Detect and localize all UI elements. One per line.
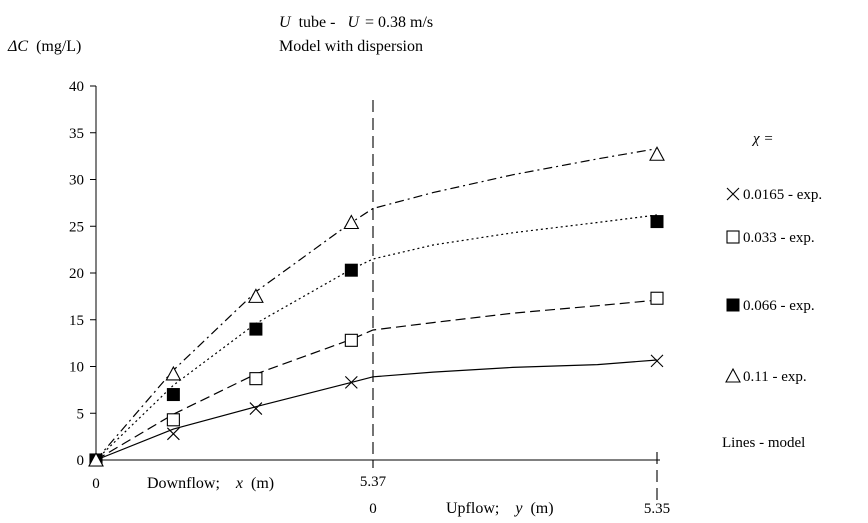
y-axis-label: ΔC (mg/L) bbox=[7, 38, 81, 55]
y-tick-label: 40 bbox=[69, 79, 84, 95]
y-tick-label: 35 bbox=[69, 126, 84, 142]
x-axis-label-downflow: Downflow; x (m) bbox=[147, 475, 274, 492]
exp-point-series-4 bbox=[247, 288, 264, 303]
model-lines bbox=[95, 148, 658, 461]
model-line-4 bbox=[95, 148, 658, 461]
y-tick-label: 0 bbox=[77, 453, 85, 469]
y-tick-label: 30 bbox=[69, 173, 84, 189]
title-tube: tube - bbox=[299, 14, 336, 31]
exp-point-series-4 bbox=[88, 451, 104, 467]
exp-point-series-4 bbox=[343, 214, 360, 230]
exp-point-series-2 bbox=[344, 333, 358, 347]
y-tick-label: 5 bbox=[77, 406, 85, 422]
exp-point-series-4 bbox=[165, 365, 182, 381]
exp-point-series-1 bbox=[650, 354, 664, 368]
model-line-2 bbox=[95, 299, 658, 461]
y-axis-symbol: ΔC bbox=[7, 38, 28, 55]
legend-footer: Lines - model bbox=[722, 435, 805, 451]
downflow-var: x bbox=[235, 475, 243, 492]
upflow-var: y bbox=[513, 500, 523, 517]
upflow-text: Upflow; bbox=[446, 500, 499, 517]
exp-point-series-1 bbox=[344, 376, 358, 389]
x-axis-label-upflow: Upflow; y (m) bbox=[446, 500, 554, 517]
legend: χ = 0.0165 - exp. 0.033 - exp. 0.066 - exp… bbox=[722, 131, 822, 451]
downflow-text: Downflow; bbox=[147, 475, 220, 492]
exp-point-series-3 bbox=[344, 263, 358, 277]
legend-marker-4 bbox=[725, 367, 741, 383]
x-tick-upflow-end: 5.35 bbox=[644, 501, 670, 517]
model-line-3 bbox=[95, 214, 658, 461]
legend-label-2: 0.033 - exp. bbox=[743, 230, 815, 246]
exp-point-series-4 bbox=[649, 146, 665, 161]
exp-point-series-3 bbox=[249, 322, 263, 336]
title-line2: Model with dispersion bbox=[279, 38, 423, 55]
model-line-1 bbox=[95, 359, 658, 461]
title-var-u2: U bbox=[347, 14, 360, 31]
x-tick-downflow-end: 5.37 bbox=[360, 474, 387, 490]
downflow-unit: (m) bbox=[251, 475, 274, 492]
upflow-unit: (m) bbox=[530, 500, 553, 517]
exp-point-series-1 bbox=[249, 402, 263, 415]
exp-point-series-3 bbox=[166, 388, 180, 402]
legend-marker-2 bbox=[726, 230, 740, 244]
legend-marker-3 bbox=[726, 298, 740, 312]
y-tick-label: 10 bbox=[69, 360, 84, 376]
legend-label-3: 0.066 - exp. bbox=[743, 298, 815, 314]
y-axis-unit: (mg/L) bbox=[36, 38, 81, 55]
exp-point-series-2 bbox=[650, 291, 664, 305]
exp-point-series-2 bbox=[249, 372, 263, 386]
exp-point-series-1 bbox=[166, 427, 180, 441]
title-var-u1: U bbox=[279, 14, 292, 31]
legend-label-4: 0.11 - exp. bbox=[743, 369, 807, 385]
y-tick-label: 20 bbox=[69, 266, 84, 282]
x-tick-upflow-start: 0 bbox=[369, 501, 377, 517]
exp-point-series-3 bbox=[650, 215, 664, 229]
exp-point-series-2 bbox=[166, 413, 180, 427]
legend-header: χ = bbox=[751, 131, 773, 147]
exp-markers bbox=[88, 146, 665, 467]
title-velocity: = 0.38 m/s bbox=[365, 14, 433, 31]
legend-marker-1 bbox=[726, 187, 740, 201]
x-tick-downflow-start: 0 bbox=[92, 476, 100, 492]
legend-label-1: 0.0165 - exp. bbox=[743, 187, 822, 203]
y-tick-label: 25 bbox=[69, 219, 84, 235]
legend-items: 0.0165 - exp. 0.033 - exp. 0.066 - exp. 0.1… bbox=[725, 187, 822, 385]
y-ticks: 0 5 10 15 20 25 30 35 40 bbox=[69, 79, 96, 469]
title-line1: U tube - U = 0.38 m/s bbox=[279, 14, 433, 31]
y-tick-label: 15 bbox=[69, 313, 84, 329]
